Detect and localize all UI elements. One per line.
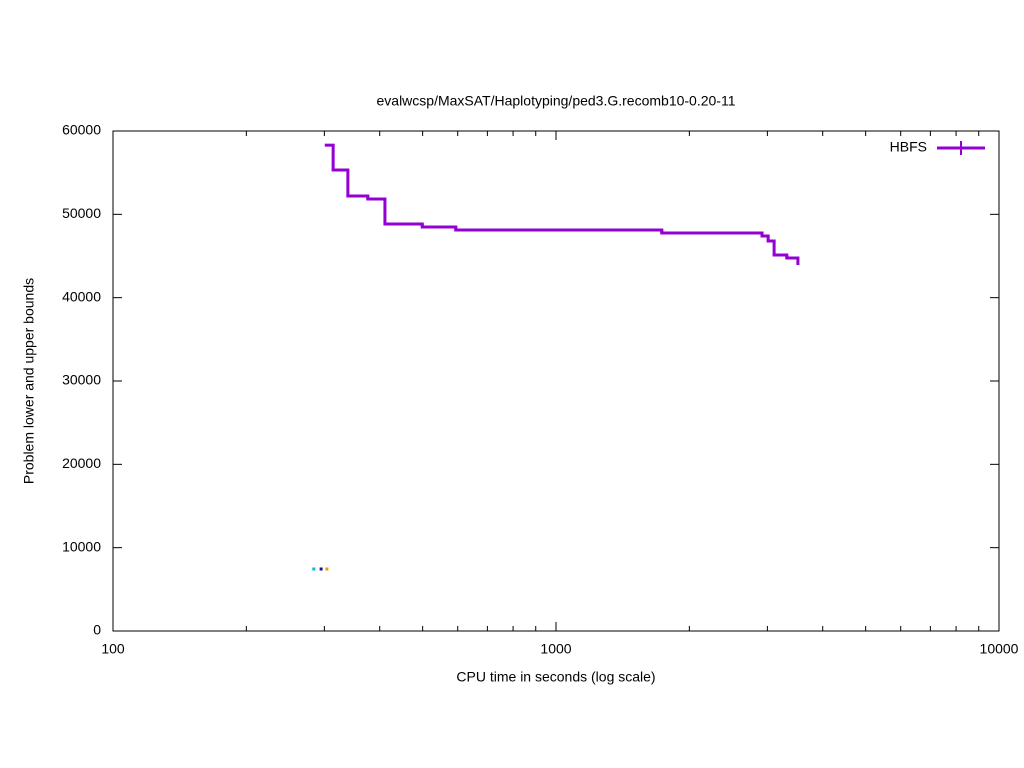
y-tick-label: 0	[93, 622, 101, 638]
point	[319, 567, 323, 571]
y-tick-label: 20000	[62, 455, 101, 471]
x-tick-label: 10000	[980, 641, 1019, 657]
y-axis-label: Problem lower and upper bounds	[21, 278, 37, 484]
x-tick-label: 100	[101, 641, 125, 657]
x-axis-label: CPU time in seconds (log scale)	[456, 669, 655, 685]
y-tick-label: 40000	[62, 288, 101, 304]
x-tick-label: 1000	[540, 641, 571, 657]
y-tick-label: 50000	[62, 205, 101, 221]
point	[325, 567, 329, 571]
legend-label: HBFS	[890, 139, 927, 155]
chart-title: evalwcsp/MaxSAT/Haplotyping/ped3.G.recom…	[377, 93, 736, 109]
y-tick-label: 30000	[62, 372, 101, 388]
y-tick-label: 60000	[62, 122, 101, 138]
plot-frame	[112, 130, 1000, 632]
point	[312, 567, 316, 571]
y-tick-label: 10000	[62, 538, 101, 554]
